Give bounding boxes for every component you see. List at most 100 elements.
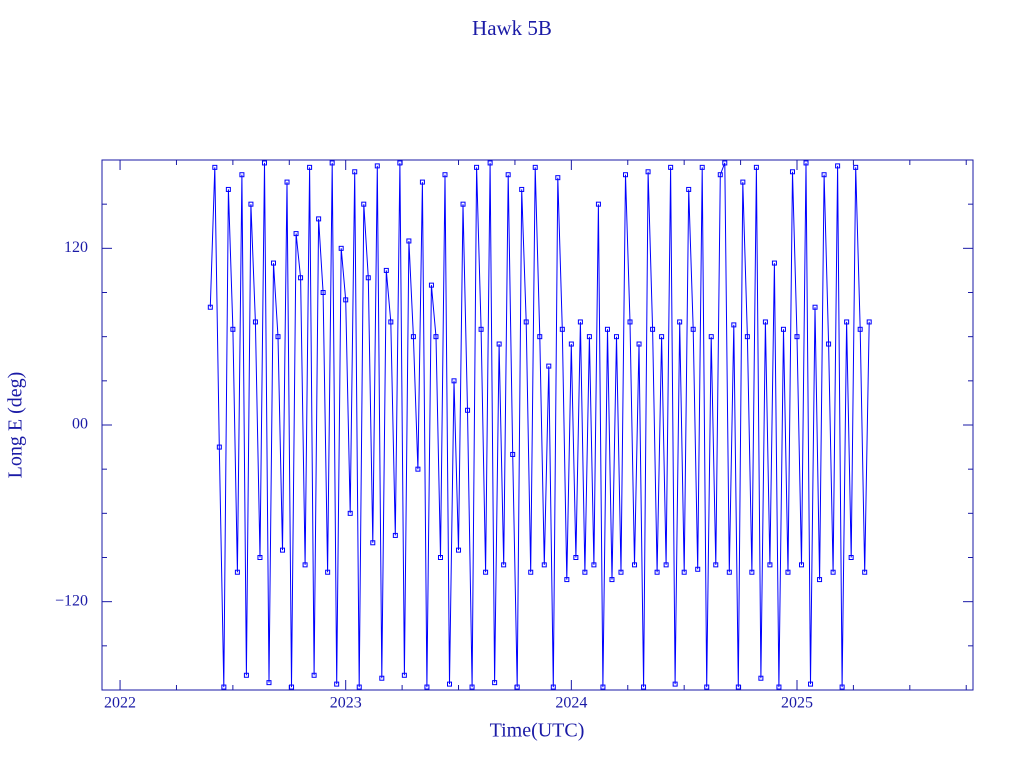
data-point <box>334 681 340 687</box>
data-point <box>261 160 267 166</box>
data-point <box>568 341 574 347</box>
data-point <box>388 319 394 325</box>
data-point <box>744 334 750 340</box>
data-point <box>501 562 507 568</box>
data-point <box>221 684 227 690</box>
x-axis-label: Time(UTC) <box>490 720 585 742</box>
data-point <box>776 684 782 690</box>
data-point <box>451 378 457 384</box>
data-point <box>410 334 416 340</box>
data-point <box>591 562 597 568</box>
data-point <box>415 466 421 472</box>
data-point <box>329 160 335 166</box>
data-point <box>803 160 809 166</box>
data-point <box>239 172 245 178</box>
data-point <box>212 164 218 170</box>
data-point <box>708 334 714 340</box>
data-point <box>325 569 331 575</box>
data-point <box>460 201 466 207</box>
data-point <box>595 201 601 207</box>
x-tick-label: 2024 <box>555 695 587 712</box>
data-point <box>289 684 295 690</box>
data-point <box>835 163 841 169</box>
data-point <box>307 164 313 170</box>
data-point <box>830 569 836 575</box>
data-point <box>573 555 579 560</box>
data-point <box>672 681 678 687</box>
data-point <box>266 680 272 686</box>
data-point <box>248 201 254 207</box>
data-point <box>681 569 687 575</box>
data-point <box>668 164 674 170</box>
data-point <box>216 444 222 450</box>
x-tick-label: 2022 <box>104 695 136 712</box>
data-point <box>361 201 367 207</box>
data-point <box>374 163 380 169</box>
data-point <box>808 681 814 687</box>
data-point <box>826 341 832 347</box>
data-point <box>641 684 647 690</box>
data-point <box>848 555 854 560</box>
data-point <box>726 569 732 575</box>
data-point <box>207 304 213 310</box>
data-point <box>789 169 795 175</box>
data-point <box>510 451 516 457</box>
data-point <box>379 675 385 681</box>
data-point <box>636 341 642 347</box>
data-point <box>645 169 651 175</box>
data-point <box>275 334 281 340</box>
data-point <box>866 319 872 325</box>
data-point <box>293 231 299 237</box>
data-point <box>740 179 746 185</box>
data-point <box>817 577 823 583</box>
data-point <box>347 510 353 516</box>
data-point <box>564 577 570 583</box>
data-point <box>469 684 475 690</box>
data-point <box>365 275 371 281</box>
data-point <box>762 319 768 325</box>
data-point <box>677 319 683 325</box>
data-point <box>225 186 231 192</box>
chart-title: Hawk 5B <box>472 16 552 40</box>
data-point <box>767 562 773 568</box>
data-point <box>496 341 502 347</box>
data-point <box>392 532 398 538</box>
data-point <box>821 172 827 178</box>
data-point <box>505 172 511 178</box>
data-point <box>555 175 561 181</box>
data-point <box>428 282 434 288</box>
data-point <box>758 675 764 681</box>
data-point <box>537 334 543 340</box>
data-point <box>483 569 489 575</box>
data-point <box>794 334 800 340</box>
data-point <box>600 684 606 690</box>
data-point <box>528 569 534 575</box>
data-point <box>437 555 443 560</box>
data-point <box>844 319 850 325</box>
data-point <box>280 547 286 553</box>
data-point <box>370 540 376 546</box>
data-point <box>690 326 696 332</box>
data-point <box>519 186 525 192</box>
data-point <box>419 179 425 185</box>
data-point <box>713 562 719 568</box>
data-point <box>586 334 592 340</box>
data-point <box>722 160 728 166</box>
y-tick-label: 00 <box>72 416 88 433</box>
data-point <box>577 319 583 325</box>
data-point <box>492 680 498 686</box>
data-point <box>704 684 710 690</box>
data-point <box>352 169 358 175</box>
data-point <box>799 562 805 568</box>
data-point <box>343 297 349 303</box>
data-point <box>442 172 448 178</box>
y-tick-label: −120 <box>55 592 88 609</box>
data-point <box>839 684 845 690</box>
x-tick-label: 2023 <box>330 695 362 712</box>
data-point <box>857 326 863 332</box>
data-point <box>478 326 484 332</box>
data-point <box>487 160 493 166</box>
data-point <box>230 326 236 332</box>
data-point <box>812 304 818 310</box>
